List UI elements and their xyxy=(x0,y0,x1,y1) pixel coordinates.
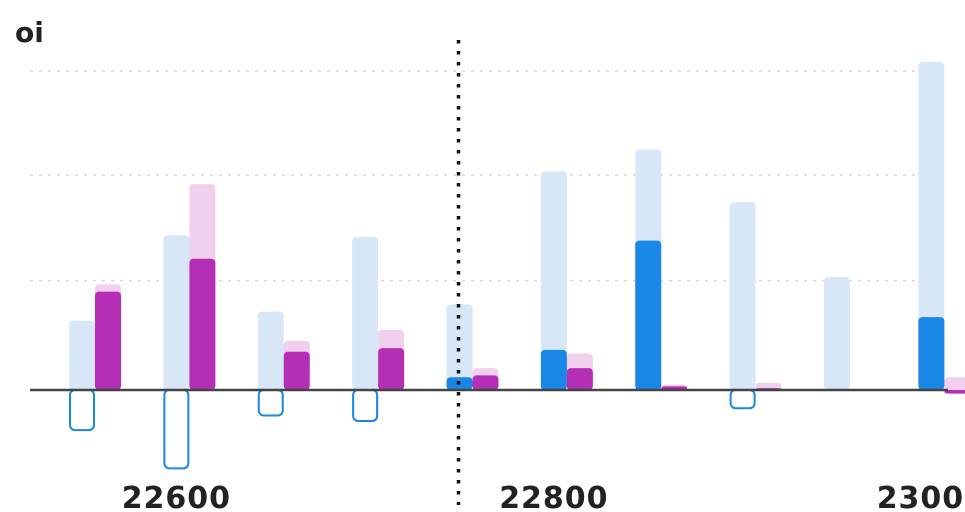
call-total-bar-22650 xyxy=(257,311,284,390)
bars xyxy=(69,62,965,470)
put-change-bar-22750 xyxy=(472,375,499,390)
call-total-bar-22600 xyxy=(163,235,190,390)
x-tick-label-22600: 22600 xyxy=(122,481,231,512)
call-change-bar-22600 xyxy=(163,389,190,470)
put-change-bar-23000 xyxy=(944,390,965,394)
x-tick-label-22800: 22800 xyxy=(499,481,608,512)
call-total-bar-22700 xyxy=(352,236,379,390)
call-total-bar-23000 xyxy=(918,62,945,390)
chart-title: oi xyxy=(15,16,44,49)
call-total-bar-22750 xyxy=(446,304,473,390)
call-change-bar-22850 xyxy=(635,240,662,390)
axes xyxy=(30,40,948,505)
call-total-bar-22800 xyxy=(540,171,567,390)
call-total-bar-22950 xyxy=(824,277,850,390)
x-tick-label-23000: 23000 xyxy=(877,481,965,512)
put-total-bar-23000 xyxy=(944,377,965,390)
put-change-bar-22700 xyxy=(378,348,405,390)
put-change-bar-22600 xyxy=(189,258,216,390)
call-change-bar-22550 xyxy=(69,389,95,432)
put-change-bar-22550 xyxy=(95,291,121,390)
call-change-bar-23000 xyxy=(918,317,945,390)
put-change-bar-22650 xyxy=(283,351,310,390)
call-change-bar-22700 xyxy=(352,389,379,422)
call-total-bar-22900 xyxy=(729,202,756,390)
call-change-bar-22800 xyxy=(540,349,567,390)
call-change-bar-22900 xyxy=(729,389,756,410)
call-change-bar-22650 xyxy=(257,389,284,417)
call-total-bar-22550 xyxy=(69,320,95,390)
put-change-bar-22800 xyxy=(566,368,593,390)
x-tick-labels: 22600 22800 23000 xyxy=(122,481,965,512)
